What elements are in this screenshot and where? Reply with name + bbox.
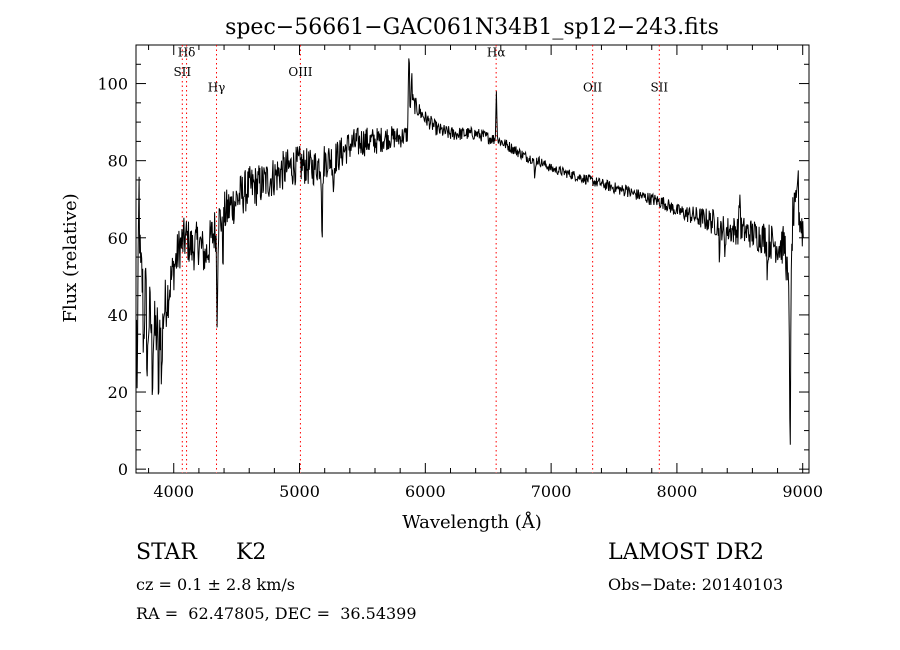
y-tick-label: 60 [108,229,128,248]
plot-frame [135,44,810,474]
sky-coordinates: RA = 62.47805, DEC = 36.54399 [136,604,417,623]
line-marker-label: Hδ [178,46,196,60]
axis-ticks: 4000 5000 6000 7000 8000 9000 0 20 40 60 80 100 [97,45,823,501]
y-tick-label: 100 [97,75,128,94]
flux-line [136,58,804,445]
line-marker-label: Hγ [208,80,226,94]
x-tick-label: 8000 [657,482,698,501]
object-type: STAR [136,540,197,565]
redshift-cz: cz = 0.1 ± 2.8 km/s [136,575,295,594]
line-marker-label: Hα [487,46,506,60]
line-marker-label: OII [583,80,603,94]
line-markers: Hδ SII Hγ OIII Hα OII SII [173,45,668,473]
y-tick-label: 0 [118,460,128,479]
y-tick-label: 20 [108,383,128,402]
y-tick-label: 40 [108,306,128,325]
chart-title: spec−56661−GAC061N34B1_sp12−243.fits [225,15,719,40]
line-marker-label: OIII [288,65,312,79]
object-subclass: K2 [236,540,267,565]
x-tick-label: 6000 [405,482,446,501]
observation-date: Obs−Date: 20140103 [608,575,784,594]
line-marker-label: SII [650,80,668,94]
x-axis-label: Wavelength (Å) [402,511,542,533]
x-tick-label: 5000 [279,482,320,501]
line-marker-label: SII [173,65,191,79]
x-tick-label: 9000 [782,482,823,501]
x-tick-label: 7000 [531,482,572,501]
x-tick-label: 4000 [153,482,194,501]
y-axis-label: Flux (relative) [60,193,81,322]
y-tick-label: 80 [108,152,128,171]
flux-series [136,58,804,445]
survey-name: LAMOST DR2 [608,540,764,565]
